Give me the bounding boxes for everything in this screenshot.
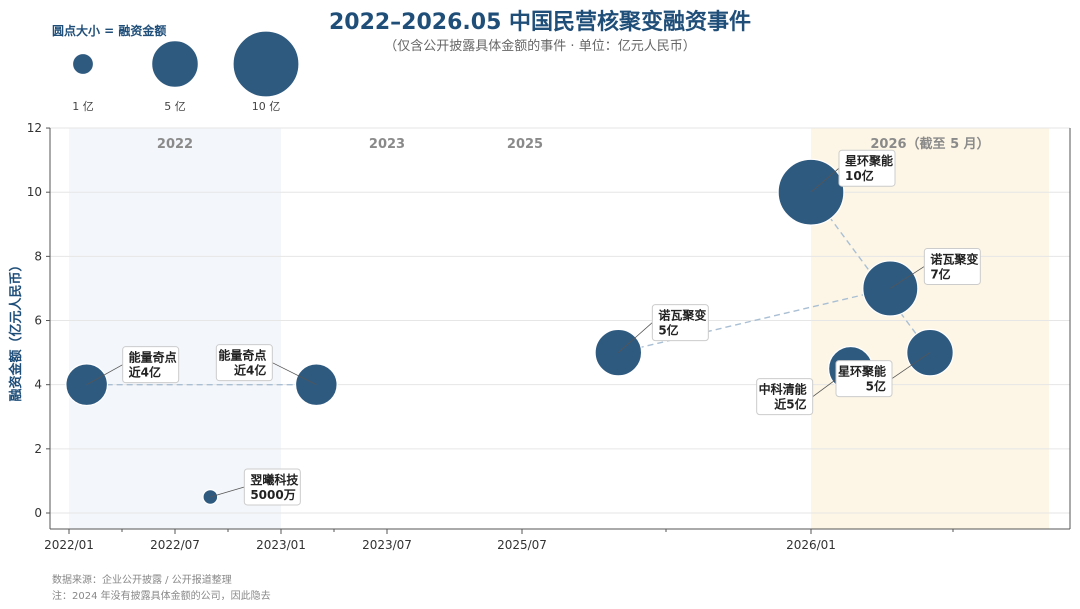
year-band-0 — [69, 128, 281, 529]
y-tick-label-10: 10 — [27, 185, 42, 199]
annotation-company-6: 诺瓦聚变 — [930, 251, 978, 266]
y-tick-label-4: 4 — [34, 378, 42, 392]
size-legend-label-2: 10 亿 — [252, 100, 281, 113]
annotation-leader-6 — [890, 266, 925, 289]
annotation-box-4 — [838, 149, 896, 187]
data-point-3 — [594, 328, 643, 377]
annotation-leader-1 — [210, 486, 245, 498]
annotation-amount-1: 5000万 — [250, 488, 295, 502]
y-axis-label: 融资金额（亿元人民币） — [8, 258, 24, 401]
annotation-leader-0 — [86, 364, 123, 386]
annotation-box-6 — [923, 247, 981, 285]
year-band-3 — [811, 128, 1049, 529]
chart-subtitle: （仅含公开披露具体金额的事件 · 单位：亿元人民币） — [384, 39, 696, 54]
x-tick-label-4: 2025/07 — [497, 538, 547, 552]
size-legend-bubble-0 — [72, 53, 94, 75]
annotation-box-2 — [215, 344, 273, 382]
annotation-box-0 — [122, 346, 180, 384]
annotation-amount-4: 10亿 — [845, 168, 874, 183]
annotation-company-3: 诺瓦聚变 — [658, 308, 706, 323]
annotation-box-3 — [651, 304, 709, 342]
footnote: 注：2024 年没有披露具体金额的公司，因此隐去 — [52, 591, 271, 602]
annotation-box-1 — [243, 468, 301, 506]
size-legend-label-0: 1 亿 — [72, 100, 94, 113]
size-legend-bubble-2 — [232, 30, 300, 98]
annotation-company-2: 能量奇点 — [218, 348, 266, 363]
annotation-box-5 — [756, 378, 814, 416]
grid-lines — [50, 127, 1070, 514]
year-bands: 2022 2023 2025 2026（截至 5 月） — [69, 128, 1049, 529]
annotation-company-1: 翌曦科技 — [250, 472, 299, 487]
year-band-label-2: 2025 — [507, 137, 543, 152]
point-annotations: 能量奇点近4亿翌曦科技5000万能量奇点近4亿诺瓦聚变5亿星环聚能10亿中科清能… — [86, 149, 981, 506]
annotation-amount-7: 5亿 — [866, 379, 886, 394]
y-tick-label-2: 2 — [34, 442, 42, 456]
annotation-leader-4 — [810, 167, 840, 193]
x-tick-label-2: 2023/01 — [256, 538, 306, 552]
annotation-company-0: 能量奇点 — [129, 350, 177, 365]
annotation-company-4: 星环聚能 — [845, 153, 893, 168]
data-point-2 — [294, 363, 338, 407]
year-band-label-1: 2023 — [369, 137, 405, 152]
annotation-company-7: 星环聚能 — [838, 364, 886, 379]
year-band-label-0: 2022 — [157, 137, 193, 152]
year-band-label-3: 2026（截至 5 月） — [870, 136, 989, 152]
annotation-box-7 — [835, 360, 893, 398]
annotation-amount-0: 近4亿 — [129, 365, 161, 380]
size-legend-title: 圆点大小 = 融资金额 — [52, 24, 167, 38]
annotation-leader-3 — [618, 322, 653, 353]
connector-2-0 — [618, 287, 891, 354]
annotation-amount-6: 7亿 — [930, 266, 950, 281]
annotation-leader-2 — [272, 362, 317, 386]
annotation-amount-2: 近4亿 — [234, 363, 266, 378]
y-tick-label-12: 12 — [27, 121, 42, 135]
size-legend-bubble-1 — [151, 40, 199, 88]
axes: 0 2 4 6 8 10 12 2022/01 2022/07 2023/01 2023/07 202… — [8, 121, 1071, 552]
x-tick-label-5: 2026/01 — [786, 538, 836, 552]
data-point-4 — [777, 158, 845, 226]
annotation-company-5: 中科清能 — [759, 382, 807, 397]
annotation-amount-5: 近5亿 — [774, 397, 806, 412]
y-tick-label-6: 6 — [34, 314, 42, 328]
annotation-leader-7 — [891, 352, 931, 379]
y-tick-label-8: 8 — [34, 249, 42, 263]
x-tick-label-3: 2023/07 — [362, 538, 412, 552]
size-legend-label-1: 5 亿 — [164, 100, 186, 113]
y-tick-label-0: 0 — [34, 506, 42, 520]
x-tick-label-0: 2022/01 — [44, 538, 94, 552]
size-legend: 1 亿 5 亿 10 亿 — [72, 30, 300, 113]
annotation-amount-3: 5亿 — [658, 323, 678, 338]
chart-title: 2022–2026.05 中国民营核聚变融资事件 — [328, 10, 752, 35]
data-points — [65, 158, 954, 505]
source-note: 数据来源：企业公开披露 / 公开报道整理 — [52, 575, 232, 586]
x-tick-label-1: 2022/07 — [150, 538, 200, 552]
